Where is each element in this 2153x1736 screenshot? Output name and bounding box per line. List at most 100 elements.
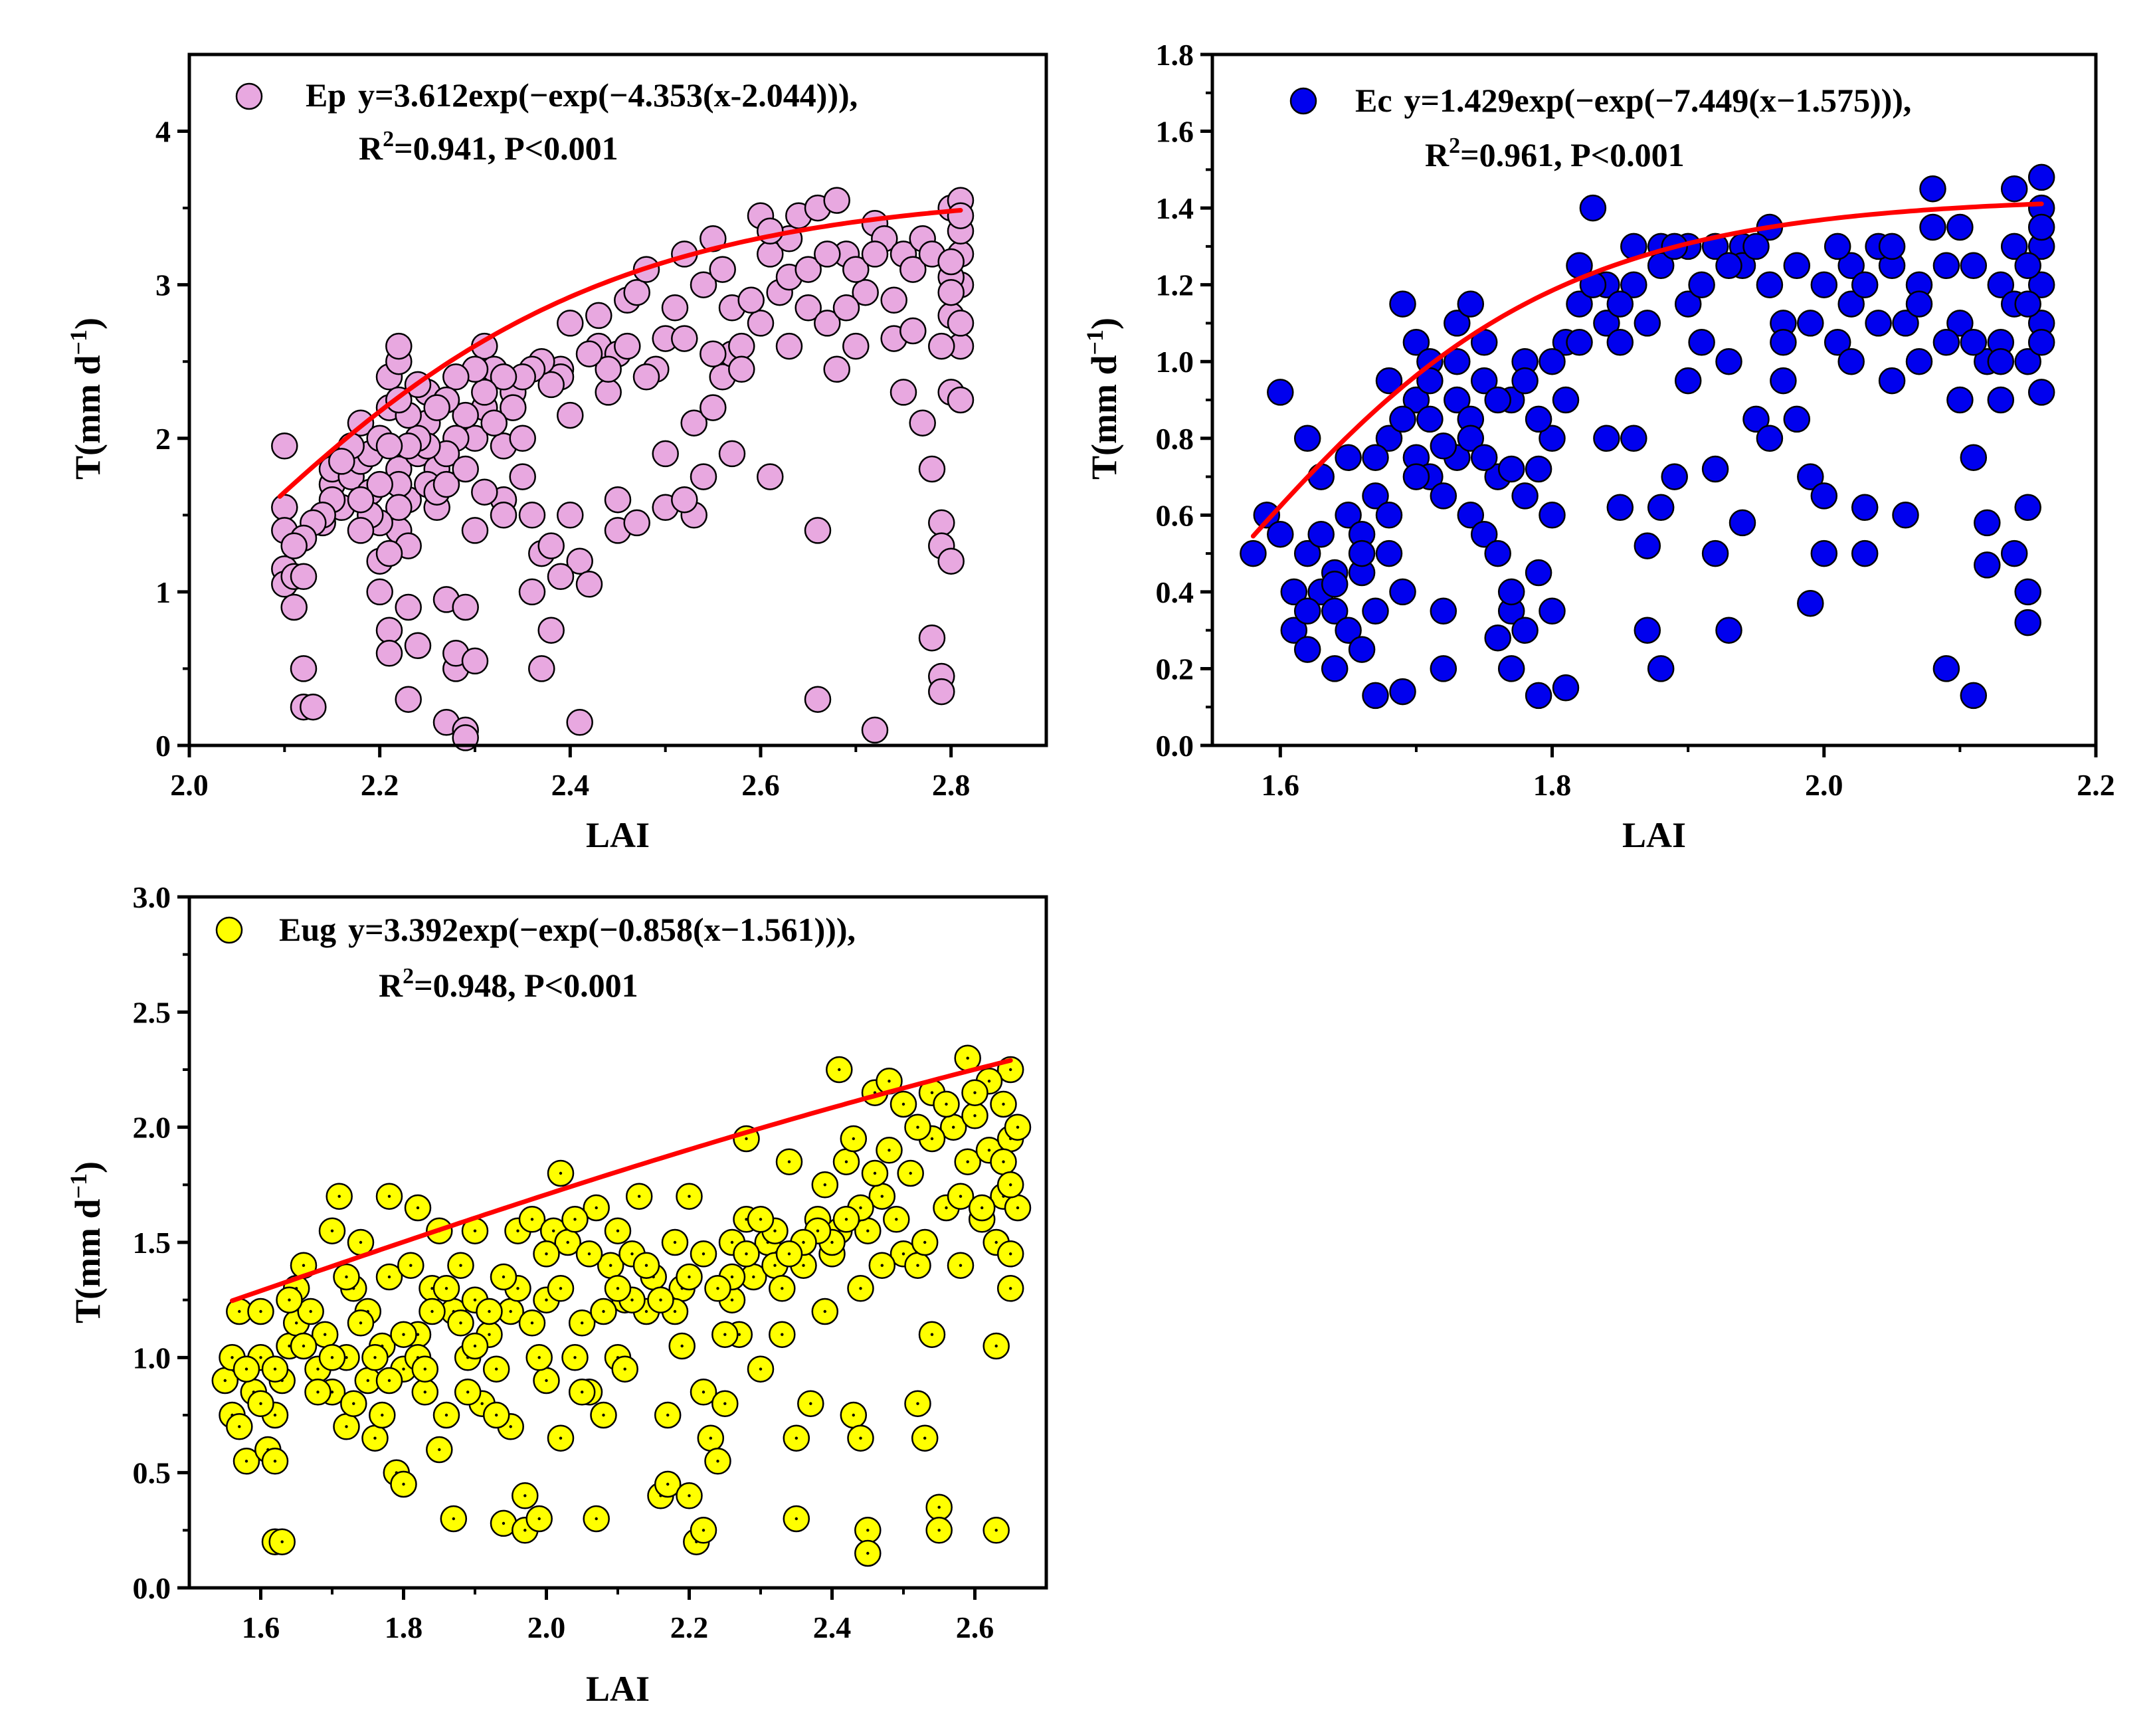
y-tick-label: 3.0 [133, 880, 171, 914]
data-point-dot [730, 1275, 734, 1279]
data-point-dot [994, 1529, 998, 1532]
data-point-dot [595, 1517, 598, 1521]
data-point-dot [901, 1252, 905, 1256]
data-point-dot [838, 1068, 841, 1072]
x-tick-label: 2.2 [2077, 768, 2115, 802]
data-point-dot [330, 1391, 334, 1394]
data-point-dot [852, 1137, 856, 1141]
data-point [1810, 482, 1838, 510]
points-ec [1240, 163, 2055, 710]
data-point [1484, 624, 1511, 652]
y-axis-label-main: T(mm d [68, 1199, 108, 1324]
data-point-dot [345, 1275, 348, 1279]
data-point [1606, 290, 1634, 318]
data-point [823, 187, 850, 214]
data-point [1321, 655, 1349, 682]
data-point [2014, 252, 2041, 280]
data-point-dot [316, 1367, 320, 1371]
data-point-dot [987, 1080, 991, 1083]
y-tick-label: 2.5 [133, 995, 171, 1029]
data-point-dot [273, 1367, 277, 1371]
data-point-dot [866, 1229, 870, 1232]
data-point [2027, 271, 2055, 298]
data-point [518, 578, 546, 606]
data-point [1742, 233, 1770, 260]
legend-equation-ec: Ec y=1.429exp(−exp(−7.449(x−1.575))), [1355, 82, 1911, 119]
data-point [700, 394, 727, 421]
data-point [1606, 494, 1634, 522]
data-point-dot [345, 1356, 348, 1359]
data-point [1960, 252, 1988, 280]
data-point [2014, 494, 2041, 522]
data-point-dot [495, 1413, 498, 1417]
data-point-dot [773, 1229, 777, 1232]
y-tick-label: 0.0 [1156, 729, 1194, 763]
data-point-dot [280, 1540, 284, 1543]
data-point-dot [231, 1356, 234, 1359]
data-point [1606, 329, 1634, 356]
data-point-dot [573, 1356, 577, 1359]
data-point [1974, 551, 2001, 579]
data-point [1620, 425, 1647, 452]
data-point-dot [581, 1321, 584, 1325]
data-point-dot [973, 1091, 977, 1094]
data-point-dot [773, 1264, 777, 1267]
data-point [1674, 367, 1702, 395]
data-point [1389, 405, 1416, 433]
data-point [395, 686, 422, 713]
data-point [385, 494, 413, 522]
data-point [909, 409, 936, 436]
data-point-dot [901, 1102, 905, 1106]
data-point [1810, 271, 1838, 298]
data-point [442, 363, 470, 391]
points-ep [271, 187, 975, 751]
data-point-dot [259, 1309, 262, 1313]
data-point [1307, 463, 1335, 490]
data-point-dot [502, 1275, 506, 1279]
data-point-dot [859, 1436, 862, 1440]
data-point [366, 470, 393, 498]
data-point-dot [930, 1333, 934, 1336]
data-point-dot [516, 1229, 519, 1232]
legend-series-name: Ec [1355, 82, 1392, 119]
y-axis-label: T(mm d−1) [65, 1161, 108, 1323]
data-point [1497, 455, 1525, 483]
data-point [1402, 386, 1430, 414]
data-point [347, 517, 375, 544]
data-point [2027, 329, 2055, 356]
data-point [1878, 233, 1906, 260]
y-axis-label: T(mm d−1) [65, 318, 108, 480]
legend-r2-rest: =0.961, P<0.001 [1460, 136, 1685, 173]
data-point-dot [673, 1240, 677, 1244]
data-point [1701, 539, 1729, 567]
data-point-dot [259, 1402, 262, 1405]
x-tick-label: 2.2 [361, 768, 399, 802]
data-point [671, 486, 698, 514]
data-point-dot [509, 1309, 512, 1313]
data-point [889, 379, 917, 406]
data-point-dot [495, 1367, 498, 1371]
data-point [1946, 213, 1974, 241]
data-point-dot [602, 1309, 605, 1313]
data-point-dot [630, 1252, 634, 1256]
data-point [737, 286, 765, 314]
data-point [1375, 502, 1403, 529]
data-point [1416, 405, 1444, 433]
data-point-dot [345, 1425, 348, 1428]
data-point-dot [373, 1356, 377, 1359]
data-point-dot [823, 1183, 827, 1187]
data-point [1824, 233, 1851, 260]
data-point-dot [273, 1460, 277, 1463]
data-point-dot [423, 1391, 426, 1394]
data-point [604, 486, 632, 514]
y-axis-label: T(mm d−1) [1081, 318, 1124, 480]
data-point-dot [466, 1391, 470, 1394]
data-point-dot [1009, 1183, 1012, 1187]
y-tick-label: 1.6 [1156, 115, 1194, 149]
legend-r2-prefix: R [359, 130, 383, 167]
data-point [1797, 310, 1824, 337]
data-point [347, 486, 375, 514]
data-point-dot [402, 1482, 405, 1486]
data-point [1444, 310, 1471, 337]
data-point-dot [545, 1298, 548, 1302]
